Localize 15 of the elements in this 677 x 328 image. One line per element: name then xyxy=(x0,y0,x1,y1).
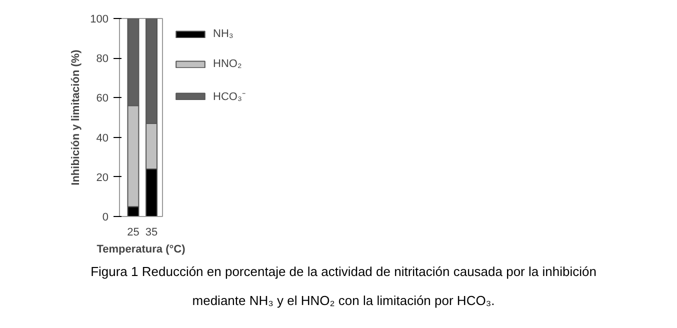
text: mediante NH₃ y el HNO₂ con la limitación por HCO₃. xyxy=(192,292,495,310)
x-tick-label: 25 xyxy=(127,226,140,238)
x-tick-label: 35 xyxy=(145,226,158,238)
y-tick-label: 80 xyxy=(96,53,109,66)
x-axis-title: Temperatura (°C) xyxy=(96,244,186,256)
legend-label: HNO₂ xyxy=(213,58,242,70)
legend-label: NH₃ xyxy=(213,28,234,40)
y-tick-label: 40 xyxy=(96,132,109,144)
y-tick-label: 20 xyxy=(96,172,109,184)
legend-label: HCO₃⁻ xyxy=(213,90,246,103)
y-tick-label: 60 xyxy=(96,92,109,105)
y-tick-label: 0 xyxy=(102,212,109,224)
y-axis-title: Inhibición y limitación (%) xyxy=(70,49,82,186)
text: Figura 1 Reducción en porcentaje de la actividad de nitritación causada por la inhibición xyxy=(90,263,596,281)
y-tick-label: 100 xyxy=(90,14,109,26)
